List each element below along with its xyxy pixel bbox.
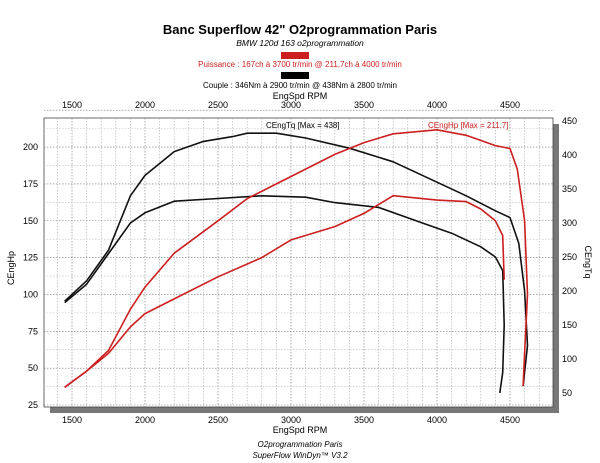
series-line-0 <box>64 132 529 387</box>
series-line-3 <box>64 194 505 388</box>
footer-line-1: O2programmation Paris <box>258 440 343 449</box>
footer-line-2: SuperFlow WinDyn™ V3.2 <box>252 451 348 460</box>
y-tick-label-left: 100 <box>23 289 38 299</box>
legend-swatch-torque <box>281 72 309 79</box>
x-tick-label: 1500 <box>62 415 82 425</box>
y-tick-label-right: 200 <box>562 286 577 296</box>
series-line-2 <box>64 129 529 388</box>
y-tick-label-right: 300 <box>562 218 577 228</box>
x-tick-label: 2500 <box>208 415 228 425</box>
y-tick-label-left: 175 <box>23 179 38 189</box>
y-tick-label-right: 400 <box>562 150 577 160</box>
annotation-power-max: CEngHp [Max = 211.7] <box>428 121 509 130</box>
y-tick-label-right: 250 <box>562 252 577 262</box>
plot-area <box>43 117 554 408</box>
y-tick-label-left: 50 <box>28 363 38 373</box>
x-tick-label: 3000 <box>281 415 301 425</box>
x-tick-label-top: 2500 <box>208 100 228 110</box>
x-tick-label: 3500 <box>354 415 374 425</box>
y-tick-label-left: 125 <box>23 253 38 263</box>
series-line-1 <box>64 195 505 394</box>
x-tick-label-top: 3000 <box>281 100 301 110</box>
x-tick-label-top: 3500 <box>354 100 374 110</box>
y-axis-label-left: CEngHp <box>6 251 16 285</box>
y-tick-label-right: 350 <box>562 184 577 194</box>
y-tick-label-left: 150 <box>23 216 38 226</box>
x-tick-label-top: 4500 <box>500 100 520 110</box>
x-tick-label: 4500 <box>500 415 520 425</box>
legend-swatch-power <box>281 52 309 59</box>
y-tick-label-right: 100 <box>562 354 577 364</box>
x-tick-label: 4000 <box>427 415 447 425</box>
x-tick-label-top: 2000 <box>135 100 155 110</box>
y-tick-label-right: 150 <box>562 320 577 330</box>
x-axis-label: EngSpd RPM <box>273 425 328 435</box>
annotation-torque-max: CEngTq [Max = 438] <box>266 121 340 130</box>
y-tick-label-right: 50 <box>562 388 572 398</box>
y-tick-label-left: 75 <box>28 326 38 336</box>
y-tick-label-right: 450 <box>562 116 577 126</box>
y-axis-label-right: CEngTq <box>583 245 593 278</box>
x-tick-label-top: 1500 <box>62 100 82 110</box>
x-axis-label-top: EngSpd RPM <box>273 91 328 101</box>
legend-power: Puissance : 167ch à 3700 tr/min @ 211,7c… <box>198 60 402 69</box>
legend-torque: Couple : 346Nm à 2900 tr/min @ 438Nm à 2… <box>203 81 397 90</box>
x-tick-label: 2000 <box>135 415 155 425</box>
x-tick-label-top: 4000 <box>427 100 447 110</box>
chart-title: Banc Superflow 42" O2programmation Paris <box>163 22 437 37</box>
chart-subtitle: BMW 120d 163 o2programmation <box>236 38 364 48</box>
y-tick-label-left: 200 <box>23 142 38 152</box>
y-tick-label-left: 25 <box>28 400 38 410</box>
